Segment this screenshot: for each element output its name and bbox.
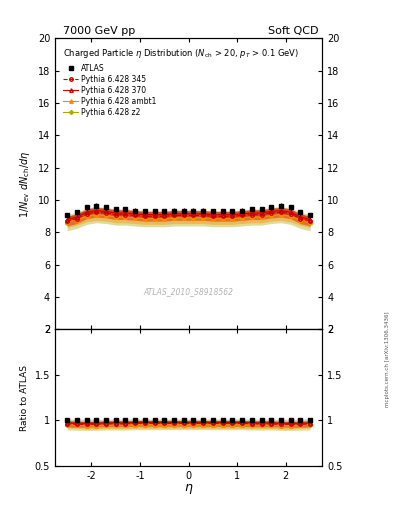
Text: 7000 GeV pp: 7000 GeV pp	[63, 26, 135, 36]
Text: Charged Particle $\eta$ Distribution ($N_{\rm ch}$ > 20, $p_T$ > 0.1 GeV): Charged Particle $\eta$ Distribution ($N…	[63, 47, 299, 60]
Y-axis label: $1/N_{\rm ev}\ dN_{\rm ch}/d\eta$: $1/N_{\rm ev}\ dN_{\rm ch}/d\eta$	[18, 150, 32, 218]
Text: ATLAS_2010_S8918562: ATLAS_2010_S8918562	[143, 287, 234, 296]
X-axis label: $\eta$: $\eta$	[184, 482, 193, 496]
Text: mcplots.cern.ch [arXiv:1306.3436]: mcplots.cern.ch [arXiv:1306.3436]	[385, 311, 389, 407]
Legend: ATLAS, Pythia 6.428 345, Pythia 6.428 370, Pythia 6.428 ambt1, Pythia 6.428 z2: ATLAS, Pythia 6.428 345, Pythia 6.428 37…	[62, 62, 158, 118]
Text: Soft QCD: Soft QCD	[268, 26, 318, 36]
Y-axis label: Ratio to ATLAS: Ratio to ATLAS	[20, 365, 29, 431]
